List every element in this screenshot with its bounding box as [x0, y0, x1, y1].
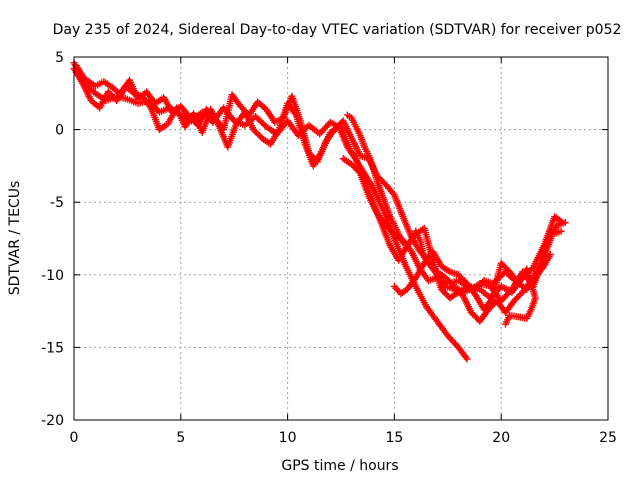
- x-tick-label-3: 15: [385, 430, 403, 446]
- x-tick-label-4: 20: [492, 430, 510, 446]
- y-tick-label-2: -10: [41, 268, 64, 284]
- chart-title: Day 235 of 2024, Sidereal Day-to-day VTE…: [53, 22, 622, 38]
- data-series: [70, 59, 569, 363]
- plot-frame: [73, 56, 609, 421]
- data-point: [463, 355, 471, 363]
- x-tick-label-5: 25: [599, 430, 617, 446]
- series-trace-f: [343, 111, 539, 328]
- y-tick-label-1: -15: [41, 340, 64, 356]
- y-tick-label-5: 5: [55, 50, 64, 66]
- data-point: [561, 219, 569, 227]
- x-tick-label-1: 5: [176, 430, 185, 446]
- data-point: [557, 227, 565, 235]
- tick-labels: 0 5 10 15 20 25 -20 -15 -10 -5 0 5: [41, 50, 617, 446]
- y-tick-label-3: -5: [50, 195, 64, 211]
- y-axis-title: SDTVAR / TECUs: [7, 181, 23, 296]
- data-point: [355, 168, 363, 176]
- data-point: [501, 320, 509, 328]
- x-tick-label-2: 10: [279, 430, 297, 446]
- x-axis-title: GPS time / hours: [281, 458, 398, 474]
- y-tick-label-4: 0: [55, 123, 64, 139]
- data-point: [546, 250, 554, 258]
- x-tick-label-0: 0: [70, 430, 79, 446]
- y-tick-label-0: -20: [41, 413, 64, 429]
